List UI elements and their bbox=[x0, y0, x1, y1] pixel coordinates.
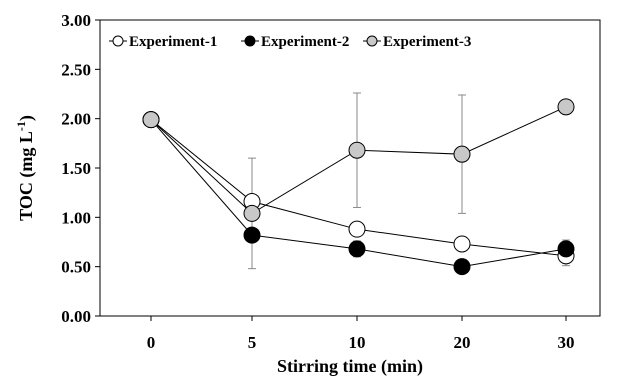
legend: Experiment-1 Experiment-2 Experiment-3 bbox=[109, 34, 471, 50]
x-axis: 0 5 10 20 30 bbox=[147, 316, 575, 352]
legend-label: Experiment-3 bbox=[383, 34, 471, 50]
series-layer bbox=[142, 92, 575, 276]
data-point-series-3 bbox=[557, 98, 575, 116]
data-point-series-2 bbox=[243, 226, 261, 244]
y-tick-label: 2.00 bbox=[61, 110, 91, 129]
x-tick-label: 30 bbox=[558, 333, 575, 352]
legend-label: Experiment-2 bbox=[261, 34, 349, 50]
y-axis-title-main: TOC (mg L bbox=[16, 131, 37, 221]
data-point-series-1 bbox=[348, 220, 366, 238]
legend-marker bbox=[366, 35, 378, 47]
x-axis-title: Stirring time (min) bbox=[277, 356, 423, 377]
data-point-series-2 bbox=[557, 240, 575, 258]
legend-label: Experiment-1 bbox=[129, 34, 217, 50]
data-point-series-3 bbox=[453, 145, 471, 163]
y-tick-label: 0.50 bbox=[61, 258, 91, 277]
series-line-3 bbox=[150, 106, 567, 215]
data-point-series-2 bbox=[348, 240, 366, 258]
data-point-series-2 bbox=[453, 258, 471, 276]
legend-marker bbox=[244, 35, 256, 47]
x-tick-label: 20 bbox=[454, 333, 471, 352]
x-tick-label: 10 bbox=[349, 333, 366, 352]
y-tick-label: 3.00 bbox=[61, 11, 91, 30]
series-markers bbox=[142, 98, 575, 276]
y-axis-title: TOC (mg L-1) bbox=[14, 115, 37, 221]
y-axis: 0.00 0.50 1.00 1.50 2.00 2.50 3.00 bbox=[61, 11, 100, 326]
x-tick-label: 0 bbox=[147, 333, 156, 352]
plot-frame bbox=[99, 19, 601, 317]
data-point-series-1 bbox=[453, 235, 471, 253]
y-tick-label: 1.50 bbox=[61, 159, 91, 178]
data-point-series-3 bbox=[348, 141, 366, 159]
y-tick-label: 0.00 bbox=[61, 307, 91, 326]
y-tick-label: 1.00 bbox=[61, 208, 91, 227]
y-axis-title-sup: -1 bbox=[14, 121, 28, 131]
plot-area bbox=[99, 19, 601, 317]
data-point-series-3 bbox=[142, 111, 160, 129]
y-tick-label: 2.50 bbox=[61, 60, 91, 79]
legend-marker bbox=[112, 35, 124, 47]
x-tick-label: 5 bbox=[248, 333, 257, 352]
y-axis-title-close: ) bbox=[16, 115, 37, 121]
data-point-series-3 bbox=[243, 204, 261, 222]
